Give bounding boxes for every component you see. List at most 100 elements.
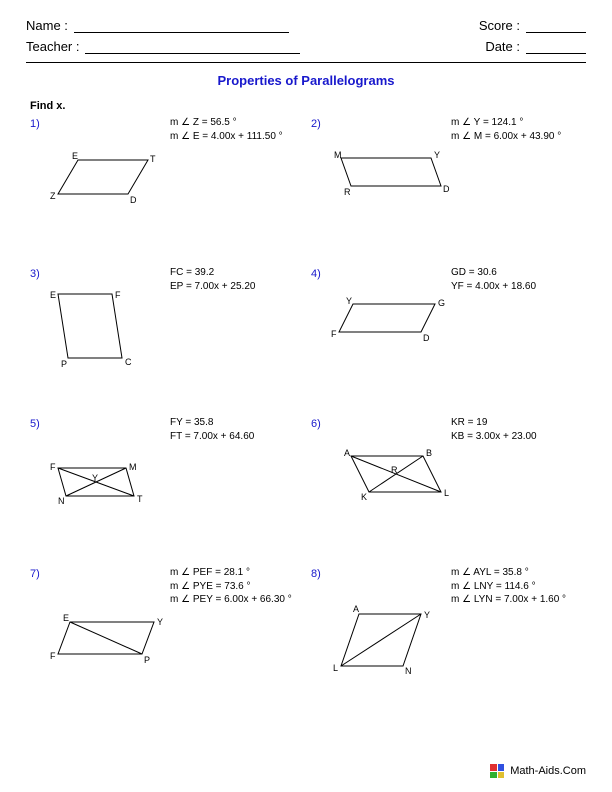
svg-text:D: D: [130, 195, 137, 205]
equation-line: GD = 30.6: [451, 266, 536, 280]
svg-text:N: N: [58, 496, 65, 506]
svg-text:E: E: [63, 613, 69, 623]
equation-line: YF = 4.00x + 18.60: [451, 280, 536, 294]
problem-number: 6): [311, 416, 331, 536]
date-field: Date :: [485, 39, 586, 54]
svg-text:Y: Y: [157, 617, 163, 627]
svg-text:P: P: [144, 655, 150, 665]
svg-text:P: P: [61, 359, 67, 369]
problem-1: 1) m ∠ Z = 56.5 °m ∠ E = 4.00x + 111.50 °…: [30, 116, 301, 236]
footer: Math-Aids.Com: [490, 764, 586, 778]
problem-2: 2)m ∠ Y = 124.1 °m ∠ M = 6.00x + 43.90 °…: [311, 116, 582, 236]
svg-text:Y: Y: [434, 150, 440, 160]
figure: M Y R D: [331, 152, 461, 235]
problem-number: 1): [30, 116, 50, 236]
svg-text:F: F: [50, 651, 56, 661]
problem-5: 5)FY = 35.8FT = 7.00x + 64.60FMNTY: [30, 416, 301, 536]
problem-7: 7) m ∠ PEF = 28.1 °m ∠ PYE = 73.6 °m ∠ PE…: [30, 566, 301, 686]
problem-6: 6)KR = 19KB = 3.00x + 23.00ABKLR: [311, 416, 582, 536]
figure: AYLN: [331, 612, 461, 695]
equation-line: m ∠ Z = 56.5 °: [170, 116, 283, 130]
problem-number: 4): [311, 266, 331, 386]
svg-text:E: E: [50, 290, 56, 300]
problem-8: 8) m ∠ AYL = 35.8 °m ∠ LNY = 114.6 °m ∠ L…: [311, 566, 582, 686]
page-title: Properties of Parallelograms: [26, 73, 586, 88]
name-blank: [74, 19, 289, 33]
header-row-2: Teacher : Date :: [26, 39, 586, 54]
problem-4: 4) GD = 30.6YF = 4.00x + 18.60 Y G F D: [311, 266, 582, 386]
problem-number: 2): [311, 116, 331, 236]
svg-text:M: M: [334, 150, 342, 160]
problem-body: m ∠ PEF = 28.1 °m ∠ PYE = 73.6 °m ∠ PEY …: [50, 566, 301, 686]
svg-text:E: E: [72, 151, 78, 161]
equation-line: FY = 35.8: [170, 416, 254, 430]
name-field: Name :: [26, 18, 289, 33]
equation-line: KR = 19: [451, 416, 537, 430]
problem-number: 3): [30, 266, 50, 386]
footer-text: Math-Aids.Com: [510, 765, 586, 777]
svg-text:Y: Y: [92, 473, 98, 483]
logo-icon: [490, 764, 504, 778]
equations: m ∠ Z = 56.5 °m ∠ E = 4.00x + 111.50 °: [170, 116, 283, 143]
svg-text:A: A: [353, 604, 359, 614]
instruction-text: Find x.: [30, 100, 586, 112]
figure: EFPC: [50, 294, 180, 377]
equation-line: m ∠ LNY = 114.6 °: [451, 580, 566, 594]
svg-text:G: G: [438, 298, 445, 308]
svg-text:C: C: [125, 357, 132, 367]
svg-text:L: L: [444, 488, 449, 498]
score-field: Score :: [479, 18, 586, 33]
equation-line: m ∠ E = 4.00x + 111.50 °: [170, 130, 283, 144]
equation-line: m ∠ PYE = 73.6 °: [170, 580, 292, 594]
name-label: Name :: [26, 18, 68, 33]
svg-text:R: R: [344, 187, 351, 197]
svg-text:K: K: [361, 492, 367, 502]
svg-text:F: F: [115, 290, 121, 300]
svg-text:D: D: [443, 184, 450, 194]
equation-line: m ∠ M = 6.00x + 43.90 °: [451, 130, 561, 144]
teacher-blank: [85, 40, 300, 54]
svg-text:Y: Y: [424, 610, 430, 620]
date-blank: [526, 40, 586, 54]
svg-text:T: T: [150, 154, 156, 164]
problem-number: 5): [30, 416, 50, 536]
equations: m ∠ AYL = 35.8 °m ∠ LNY = 114.6 °m ∠ LYN…: [451, 566, 566, 607]
header-rule: [26, 62, 586, 63]
svg-text:Y: Y: [346, 296, 352, 306]
problem-body: KR = 19KB = 3.00x + 23.00ABKLR: [331, 416, 582, 536]
figure: EYFP: [50, 618, 180, 701]
equations: m ∠ Y = 124.1 °m ∠ M = 6.00x + 43.90 °: [451, 116, 561, 143]
figure: E T Z D: [50, 152, 180, 235]
figure: FMNTY: [50, 464, 180, 547]
equation-line: KB = 3.00x + 23.00: [451, 430, 537, 444]
problem-body: GD = 30.6YF = 4.00x + 18.60 Y G F D: [331, 266, 582, 386]
svg-text:F: F: [331, 329, 337, 339]
equation-line: m ∠ Y = 124.1 °: [451, 116, 561, 130]
svg-text:D: D: [423, 333, 430, 343]
svg-text:T: T: [137, 494, 143, 504]
teacher-label: Teacher :: [26, 39, 79, 54]
problem-number: 8): [311, 566, 331, 686]
svg-text:Z: Z: [50, 191, 56, 201]
equations: KR = 19KB = 3.00x + 23.00: [451, 416, 537, 443]
svg-text:A: A: [344, 448, 350, 458]
score-label: Score :: [479, 18, 520, 33]
equation-line: m ∠ PEF = 28.1 °: [170, 566, 292, 580]
equation-line: FC = 39.2: [170, 266, 255, 280]
equation-line: m ∠ PEY = 6.00x + 66.30 °: [170, 593, 292, 607]
equations: GD = 30.6YF = 4.00x + 18.60: [451, 266, 536, 293]
figure: ABKLR: [331, 452, 461, 535]
problem-body: m ∠ AYL = 35.8 °m ∠ LNY = 114.6 °m ∠ LYN…: [331, 566, 582, 686]
svg-text:R: R: [391, 465, 398, 475]
equations: m ∠ PEF = 28.1 °m ∠ PYE = 73.6 °m ∠ PEY …: [170, 566, 292, 607]
equations: FC = 39.2EP = 7.00x + 25.20: [170, 266, 255, 293]
date-label: Date :: [485, 39, 520, 54]
problem-number: 7): [30, 566, 50, 686]
equation-line: m ∠ LYN = 7.00x + 1.60 °: [451, 593, 566, 607]
problem-body: m ∠ Y = 124.1 °m ∠ M = 6.00x + 43.90 ° M Y…: [331, 116, 582, 236]
figure: YGFD: [331, 302, 461, 385]
problem-3: 3) FC = 39.2EP = 7.00x + 25.20 E F P C: [30, 266, 301, 386]
problem-body: FC = 39.2EP = 7.00x + 25.20 E F P C: [50, 266, 301, 386]
equation-line: EP = 7.00x + 25.20: [170, 280, 255, 294]
header-row-1: Name : Score :: [26, 18, 586, 33]
